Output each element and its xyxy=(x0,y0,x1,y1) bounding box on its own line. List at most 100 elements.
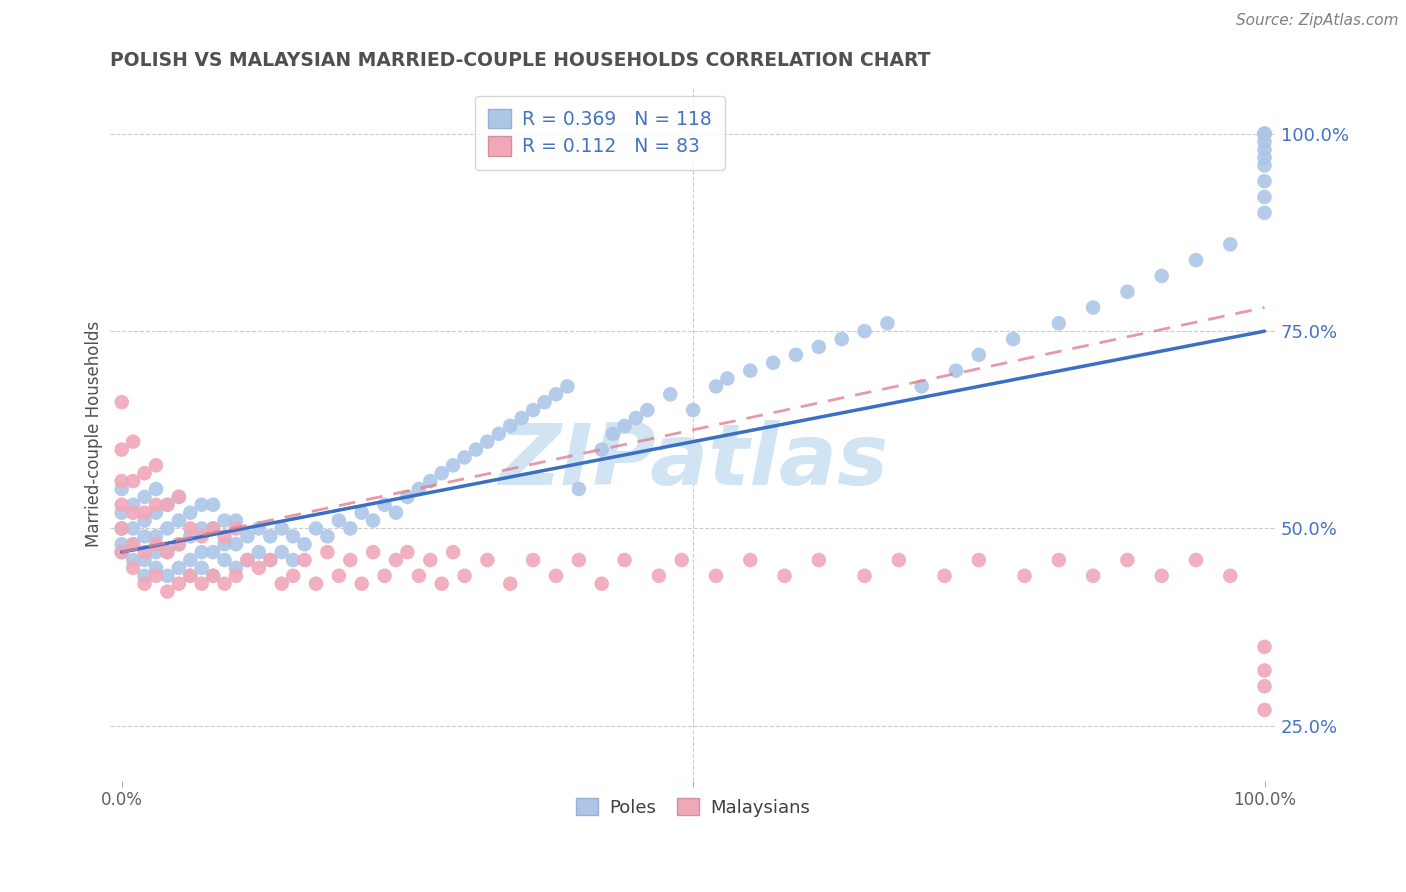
Point xyxy=(190,576,212,591)
Point xyxy=(259,553,281,567)
Point xyxy=(557,379,579,393)
Point xyxy=(568,553,591,567)
Y-axis label: Married-couple Households: Married-couple Households xyxy=(86,320,103,547)
Point xyxy=(145,458,167,473)
Point xyxy=(522,403,544,417)
Point xyxy=(122,506,145,520)
Text: Source: ZipAtlas.com: Source: ZipAtlas.com xyxy=(1236,13,1399,29)
Point xyxy=(477,434,499,449)
Point xyxy=(225,569,247,583)
Point xyxy=(270,576,292,591)
Point xyxy=(441,458,464,473)
Point xyxy=(568,482,591,496)
Point xyxy=(259,529,281,543)
Point xyxy=(111,545,134,559)
Point xyxy=(134,569,156,583)
Point xyxy=(488,426,510,441)
Point xyxy=(374,498,396,512)
Point xyxy=(624,411,647,425)
Point xyxy=(934,569,956,583)
Point xyxy=(1253,143,1275,157)
Point xyxy=(294,553,316,567)
Point xyxy=(1253,206,1275,220)
Point xyxy=(202,521,225,535)
Point xyxy=(430,576,453,591)
Point xyxy=(704,379,727,393)
Point xyxy=(111,442,134,457)
Point xyxy=(167,561,190,575)
Point xyxy=(853,569,876,583)
Point xyxy=(1253,679,1275,693)
Point xyxy=(122,537,145,551)
Point xyxy=(167,490,190,504)
Point xyxy=(111,498,134,512)
Point xyxy=(145,545,167,559)
Point xyxy=(602,426,624,441)
Point xyxy=(111,474,134,488)
Point xyxy=(214,576,236,591)
Point xyxy=(328,569,350,583)
Point xyxy=(214,529,236,543)
Point xyxy=(202,569,225,583)
Point xyxy=(807,553,830,567)
Point xyxy=(122,521,145,535)
Point xyxy=(156,584,179,599)
Point xyxy=(430,467,453,481)
Point xyxy=(281,569,304,583)
Point xyxy=(190,521,212,535)
Point xyxy=(111,545,134,559)
Point xyxy=(636,403,658,417)
Point xyxy=(762,356,785,370)
Point xyxy=(270,521,292,535)
Point xyxy=(111,521,134,535)
Point xyxy=(134,514,156,528)
Point xyxy=(111,537,134,551)
Point xyxy=(247,545,270,559)
Point xyxy=(270,545,292,559)
Point xyxy=(350,506,373,520)
Point xyxy=(453,450,475,465)
Point xyxy=(190,561,212,575)
Point xyxy=(305,521,328,535)
Point xyxy=(202,569,225,583)
Point xyxy=(408,569,430,583)
Point xyxy=(544,569,567,583)
Point xyxy=(773,569,796,583)
Point xyxy=(499,576,522,591)
Point xyxy=(1219,237,1241,252)
Point xyxy=(179,569,201,583)
Point xyxy=(247,561,270,575)
Point xyxy=(339,553,361,567)
Point xyxy=(167,514,190,528)
Point xyxy=(247,521,270,535)
Point xyxy=(374,569,396,583)
Point xyxy=(122,474,145,488)
Point xyxy=(1047,316,1070,330)
Point xyxy=(477,553,499,567)
Point xyxy=(179,529,201,543)
Point xyxy=(1081,301,1104,315)
Point xyxy=(328,514,350,528)
Point xyxy=(202,498,225,512)
Point xyxy=(111,521,134,535)
Text: POLISH VS MALAYSIAN MARRIED-COUPLE HOUSEHOLDS CORRELATION CHART: POLISH VS MALAYSIAN MARRIED-COUPLE HOUSE… xyxy=(110,51,931,70)
Point xyxy=(876,316,898,330)
Point xyxy=(1253,151,1275,165)
Point xyxy=(659,387,682,401)
Point xyxy=(214,537,236,551)
Point xyxy=(385,506,408,520)
Point xyxy=(156,521,179,535)
Point xyxy=(179,521,201,535)
Point xyxy=(145,506,167,520)
Point xyxy=(134,506,156,520)
Point xyxy=(613,418,636,433)
Point xyxy=(156,545,179,559)
Point xyxy=(122,434,145,449)
Point xyxy=(167,537,190,551)
Point xyxy=(316,529,339,543)
Point xyxy=(167,537,190,551)
Point xyxy=(179,569,201,583)
Point xyxy=(967,553,990,567)
Point xyxy=(1253,174,1275,188)
Point xyxy=(1116,285,1139,299)
